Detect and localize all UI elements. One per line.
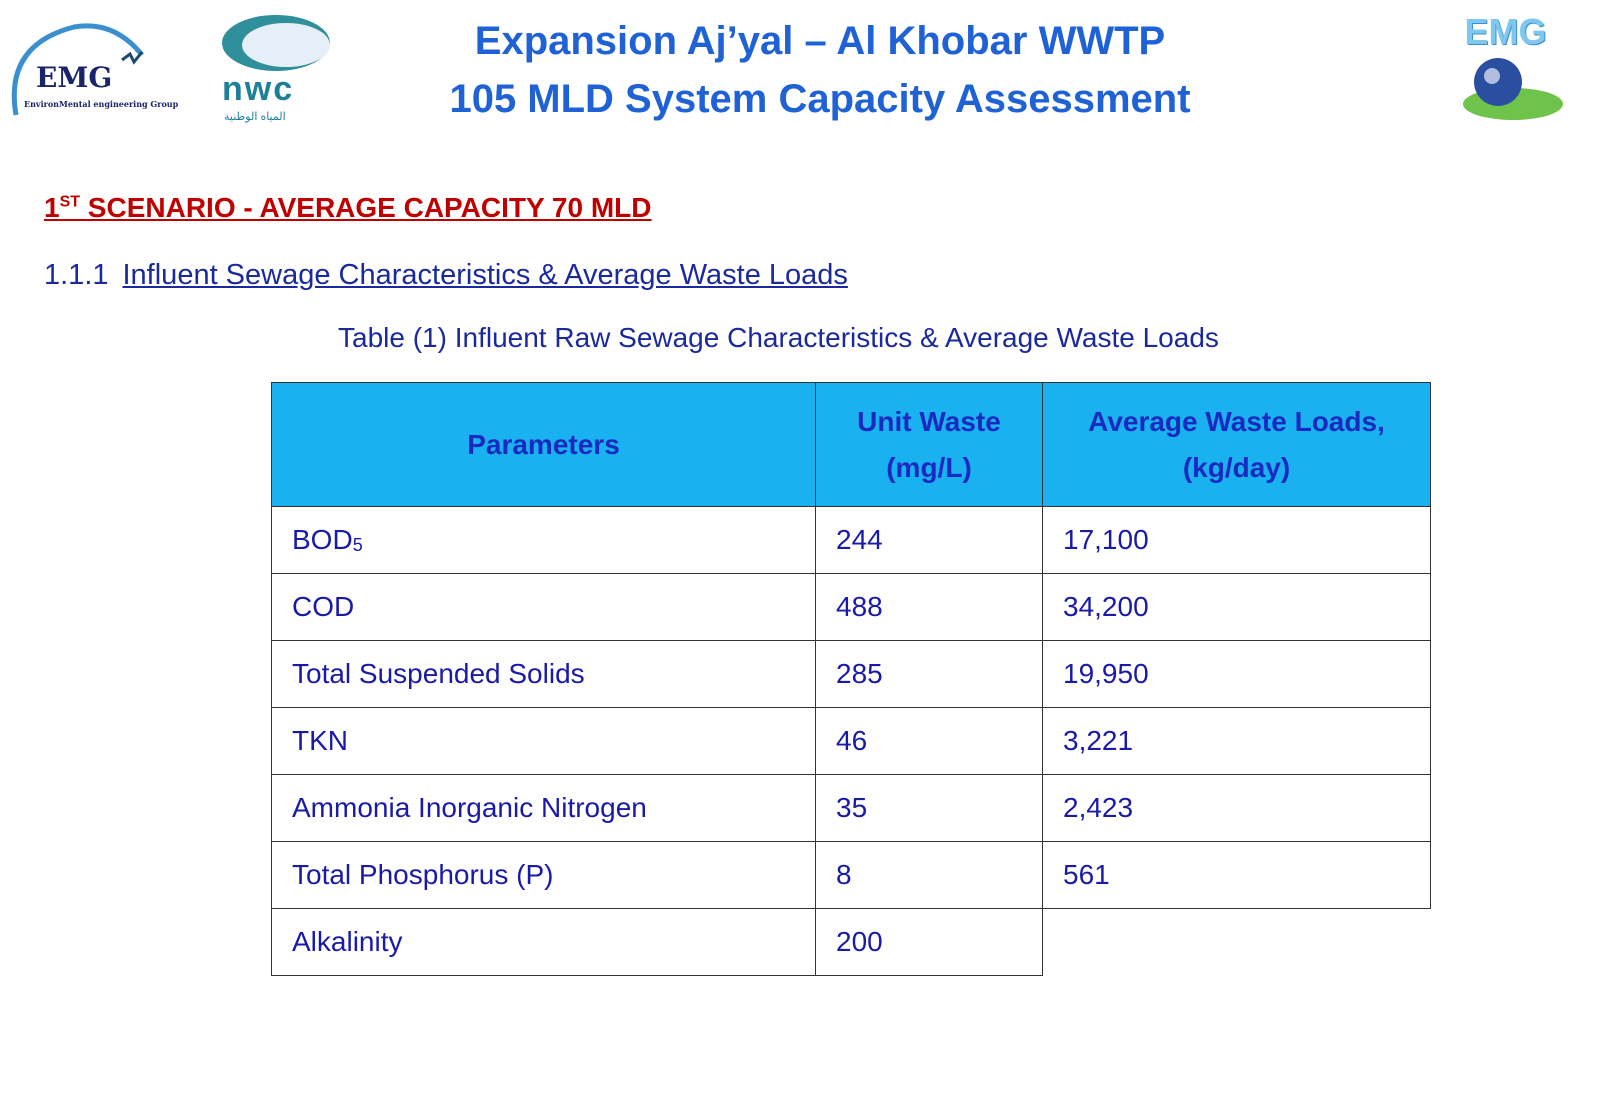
param-cell: TKN [271, 707, 816, 775]
load-cell: 3,221 [1042, 707, 1431, 775]
unit-cell: 244 [815, 506, 1043, 574]
load-cell: 561 [1042, 841, 1431, 909]
nwc-logo-text: nwc [222, 70, 295, 108]
section-number: 1.1.1 [44, 259, 109, 291]
emg-arc-birds-icon [11, 23, 144, 116]
unit-cell: 488 [815, 573, 1043, 641]
unit-cell: 46 [815, 707, 1043, 775]
table-row: Alkalinity 200 [271, 908, 1431, 976]
header-unit-waste: Unit Waste (mg/L) [815, 382, 1043, 507]
title-line-2: 105 MLD System Capacity Assessment [449, 77, 1191, 121]
scenario-heading: 1ST SCENARIO - AVERAGE CAPACITY 70 MLD [44, 190, 652, 226]
header-unit-waste-text: Unit Waste (mg/L) [857, 405, 1001, 483]
param-cell: Total Phosphorus (P) [271, 841, 816, 909]
nwc-logo: nwc المياه الوطنية [218, 14, 338, 126]
emg-logo-text: EMG [36, 61, 113, 94]
header-parameters: Parameters [271, 382, 816, 507]
waste-loads-table: Parameters Unit Waste (mg/L) Average Was… [271, 382, 1431, 976]
empty-cell [1043, 909, 1431, 976]
emg-logo-right: EMG [1448, 12, 1563, 124]
section-heading: 1.1.1 Influent Sewage Characteristics & A… [44, 257, 848, 293]
load-cell: 19,950 [1042, 640, 1431, 708]
unit-cell: 285 [815, 640, 1043, 708]
scenario-text: SCENARIO - AVERAGE CAPACITY 70 MLD [80, 192, 652, 223]
table-row: Ammonia Inorganic Nitrogen 35 2,423 [271, 774, 1431, 842]
scenario-sup: ST [59, 193, 81, 211]
emg-logo-subtext: EnvironMental engineering Group [24, 99, 179, 109]
unit-cell: 35 [815, 774, 1043, 842]
emg-logo-left: EMG EnvironMental engineering Group [4, 15, 184, 120]
load-cell: 34,200 [1042, 573, 1431, 641]
table-row: Total Suspended Solids 285 19,950 [271, 640, 1431, 708]
table-header-row: Parameters Unit Waste (mg/L) Average Was… [271, 382, 1431, 507]
scenario-number: 1 [44, 192, 60, 223]
param-cell: COD [271, 573, 816, 641]
nwc-crescent-icon [222, 15, 330, 71]
page-title: Expansion Aj’yal – Al Khobar WWTP 105 ML… [360, 12, 1280, 128]
table-row: Total Phosphorus (P) 8 561 [271, 841, 1431, 909]
emg-logo-right-text: EMG [1464, 11, 1547, 52]
table-row: BOD5 244 17,100 [271, 506, 1431, 574]
header-average-loads: Average Waste Loads, (kg/day) [1042, 382, 1431, 507]
unit-cell: 200 [815, 908, 1043, 976]
load-cell: 2,423 [1042, 774, 1431, 842]
table-row: COD 488 34,200 [271, 573, 1431, 641]
param-text: BOD [292, 524, 353, 555]
param-cell: Alkalinity [271, 908, 816, 976]
param-subscript: 5 [352, 535, 363, 555]
title-line-1: Expansion Aj’yal – Al Khobar WWTP [474, 19, 1166, 63]
section-title: Influent Sewage Characteristics & Averag… [122, 259, 848, 291]
nwc-logo-arabic: المياه الوطنية [224, 111, 286, 123]
load-cell: 17,100 [1042, 506, 1431, 574]
param-cell: Ammonia Inorganic Nitrogen [271, 774, 816, 842]
param-cell: Total Suspended Solids [271, 640, 816, 708]
table-row: TKN 46 3,221 [271, 707, 1431, 775]
table-caption: Table (1) Influent Raw Sewage Characteri… [338, 322, 1219, 353]
globe-leaf-icon [1463, 58, 1563, 120]
param-cell: BOD5 [271, 506, 816, 574]
header-average-loads-text: Average Waste Loads, (kg/day) [1088, 405, 1385, 483]
unit-cell: 8 [815, 841, 1043, 909]
